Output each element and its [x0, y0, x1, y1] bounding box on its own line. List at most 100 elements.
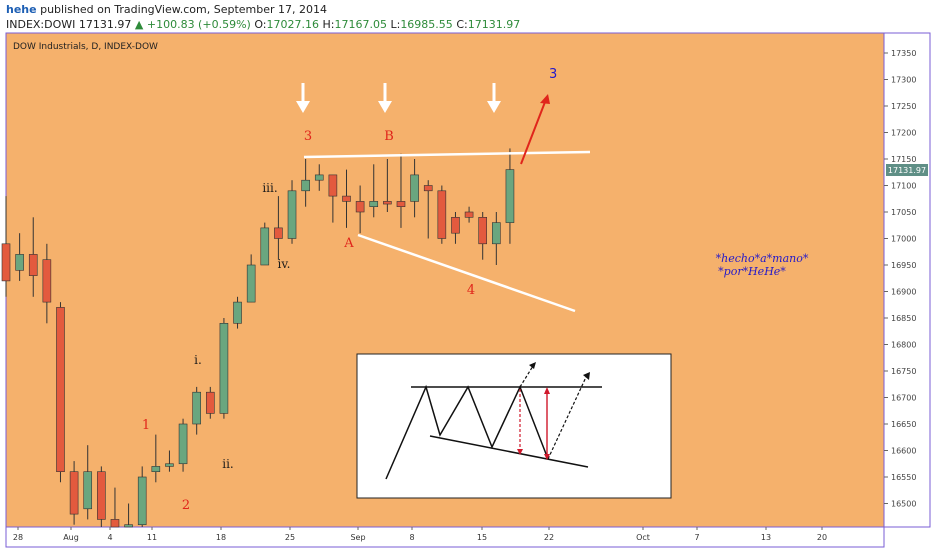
signature-line-1: *hecho*a*mano* [716, 252, 809, 265]
candle-body[interactable] [97, 471, 106, 520]
candle-body[interactable] [301, 179, 310, 192]
candle-body[interactable] [492, 222, 501, 245]
quote-line: INDEX:DOWI 17131.97 ▲ +100.83 (+0.59%) O… [6, 18, 520, 31]
candle-body[interactable] [83, 471, 93, 510]
y-tick-label: 16750 [891, 367, 916, 376]
open-value: 17027.16 [266, 18, 319, 31]
candle-body[interactable] [410, 174, 419, 202]
wave-label: 1 [142, 418, 150, 433]
subwave-label: iv. [277, 257, 290, 271]
y-tick-label: 17300 [891, 76, 916, 85]
x-tick-label: 11 [147, 533, 157, 542]
y-tick-label: 17200 [891, 129, 916, 138]
candle-body[interactable] [28, 254, 38, 276]
candle-body[interactable] [206, 391, 215, 414]
candle-body[interactable] [505, 169, 515, 223]
y-tick-label: 17100 [891, 182, 916, 191]
candle-body[interactable] [478, 217, 488, 245]
current-price-label: 17131.97 [888, 166, 926, 175]
high-value: 17167.05 [334, 18, 387, 31]
time-axis[interactable] [5, 526, 885, 548]
change-value: +100.83 (+0.59%) [146, 18, 251, 31]
candle-body[interactable] [219, 322, 229, 414]
candle-body[interactable] [314, 174, 324, 181]
down-arrow-2 [378, 83, 392, 113]
candle-body[interactable] [383, 201, 392, 205]
candle-body[interactable] [451, 217, 460, 234]
candle-body[interactable] [464, 211, 474, 218]
candle-body[interactable] [246, 264, 256, 303]
signature-line-2: *por*HeHe* [718, 265, 786, 278]
candle-body[interactable] [274, 227, 283, 239]
symbol[interactable]: INDEX:DOWI [6, 18, 76, 31]
candle-body[interactable] [151, 466, 161, 472]
x-tick-label: 28 [13, 533, 23, 542]
x-tick-label: 7 [694, 533, 699, 542]
x-tick-label: 22 [544, 533, 554, 542]
candle-body[interactable] [396, 201, 406, 207]
x-tick-label: 4 [107, 533, 112, 542]
x-tick-label: Oct [636, 533, 650, 542]
candle-body[interactable] [137, 476, 147, 526]
open-label: O: [254, 18, 267, 31]
current-price-tag [886, 164, 928, 176]
low-value: 16985.55 [400, 18, 453, 31]
candle-body[interactable] [69, 471, 79, 515]
y-tick-label: 16650 [891, 420, 916, 429]
candle-body[interactable] [369, 201, 379, 207]
candle-body[interactable] [178, 423, 188, 465]
triangle-pattern-inset [356, 353, 672, 499]
candle-body[interactable] [56, 307, 65, 472]
candle-body[interactable] [110, 519, 120, 528]
last-price: 17131.97 [78, 18, 132, 31]
x-tick-label: Sep [350, 533, 365, 542]
y-tick-label: 16700 [891, 394, 916, 403]
wave-target-label: 3 [549, 67, 557, 82]
wave-label: B [384, 129, 394, 144]
wave-label: 4 [467, 283, 475, 298]
candle-body[interactable] [165, 463, 174, 467]
up-arrow-icon: ▲ [134, 18, 144, 31]
author-name[interactable]: hehe [6, 3, 37, 16]
candle-body[interactable] [124, 524, 133, 528]
candle-body[interactable] [233, 301, 242, 324]
high-label: H: [322, 18, 335, 31]
candle-body[interactable] [1, 243, 11, 282]
candle-body[interactable] [42, 259, 52, 303]
x-tick-label: 13 [761, 533, 771, 542]
x-tick-label: 18 [216, 533, 226, 542]
candle-body[interactable] [260, 227, 270, 266]
support-line [357, 233, 576, 313]
candle-body[interactable] [342, 195, 351, 202]
wave-label: A [343, 236, 354, 251]
candle-body[interactable] [437, 190, 447, 239]
resistance-line [303, 150, 591, 159]
subwave-label: i. [194, 353, 202, 367]
wave-label: 3 [304, 129, 312, 144]
subwave-label: ii. [222, 457, 234, 471]
breakout-arrow [520, 94, 550, 165]
y-tick-label: 17000 [891, 235, 916, 244]
x-tick-label: 15 [477, 533, 487, 542]
publish-line: hehe published on TradingView.com, Septe… [6, 3, 327, 16]
candle-body[interactable] [355, 201, 365, 213]
candle-body[interactable] [423, 185, 433, 192]
y-tick-label: 16850 [891, 314, 916, 323]
annotations [296, 83, 591, 313]
y-tick-label: 17350 [891, 49, 916, 58]
candle-body[interactable] [15, 254, 24, 271]
low-label: L: [390, 18, 401, 31]
x-tick-label: 20 [817, 533, 827, 542]
candle-body[interactable] [328, 174, 338, 197]
close-value: 17131.97 [467, 18, 521, 31]
price-axis[interactable] [883, 32, 931, 528]
y-tick-label: 17250 [891, 102, 916, 111]
y-tick-label: 16900 [891, 288, 916, 297]
candle-body[interactable] [287, 190, 297, 239]
y-tick-label: 16950 [891, 261, 916, 270]
close-label: C: [456, 18, 468, 31]
down-arrow-1 [296, 83, 310, 113]
candle-body[interactable] [192, 391, 201, 425]
publish-info: published on TradingView.com, September … [40, 3, 328, 16]
